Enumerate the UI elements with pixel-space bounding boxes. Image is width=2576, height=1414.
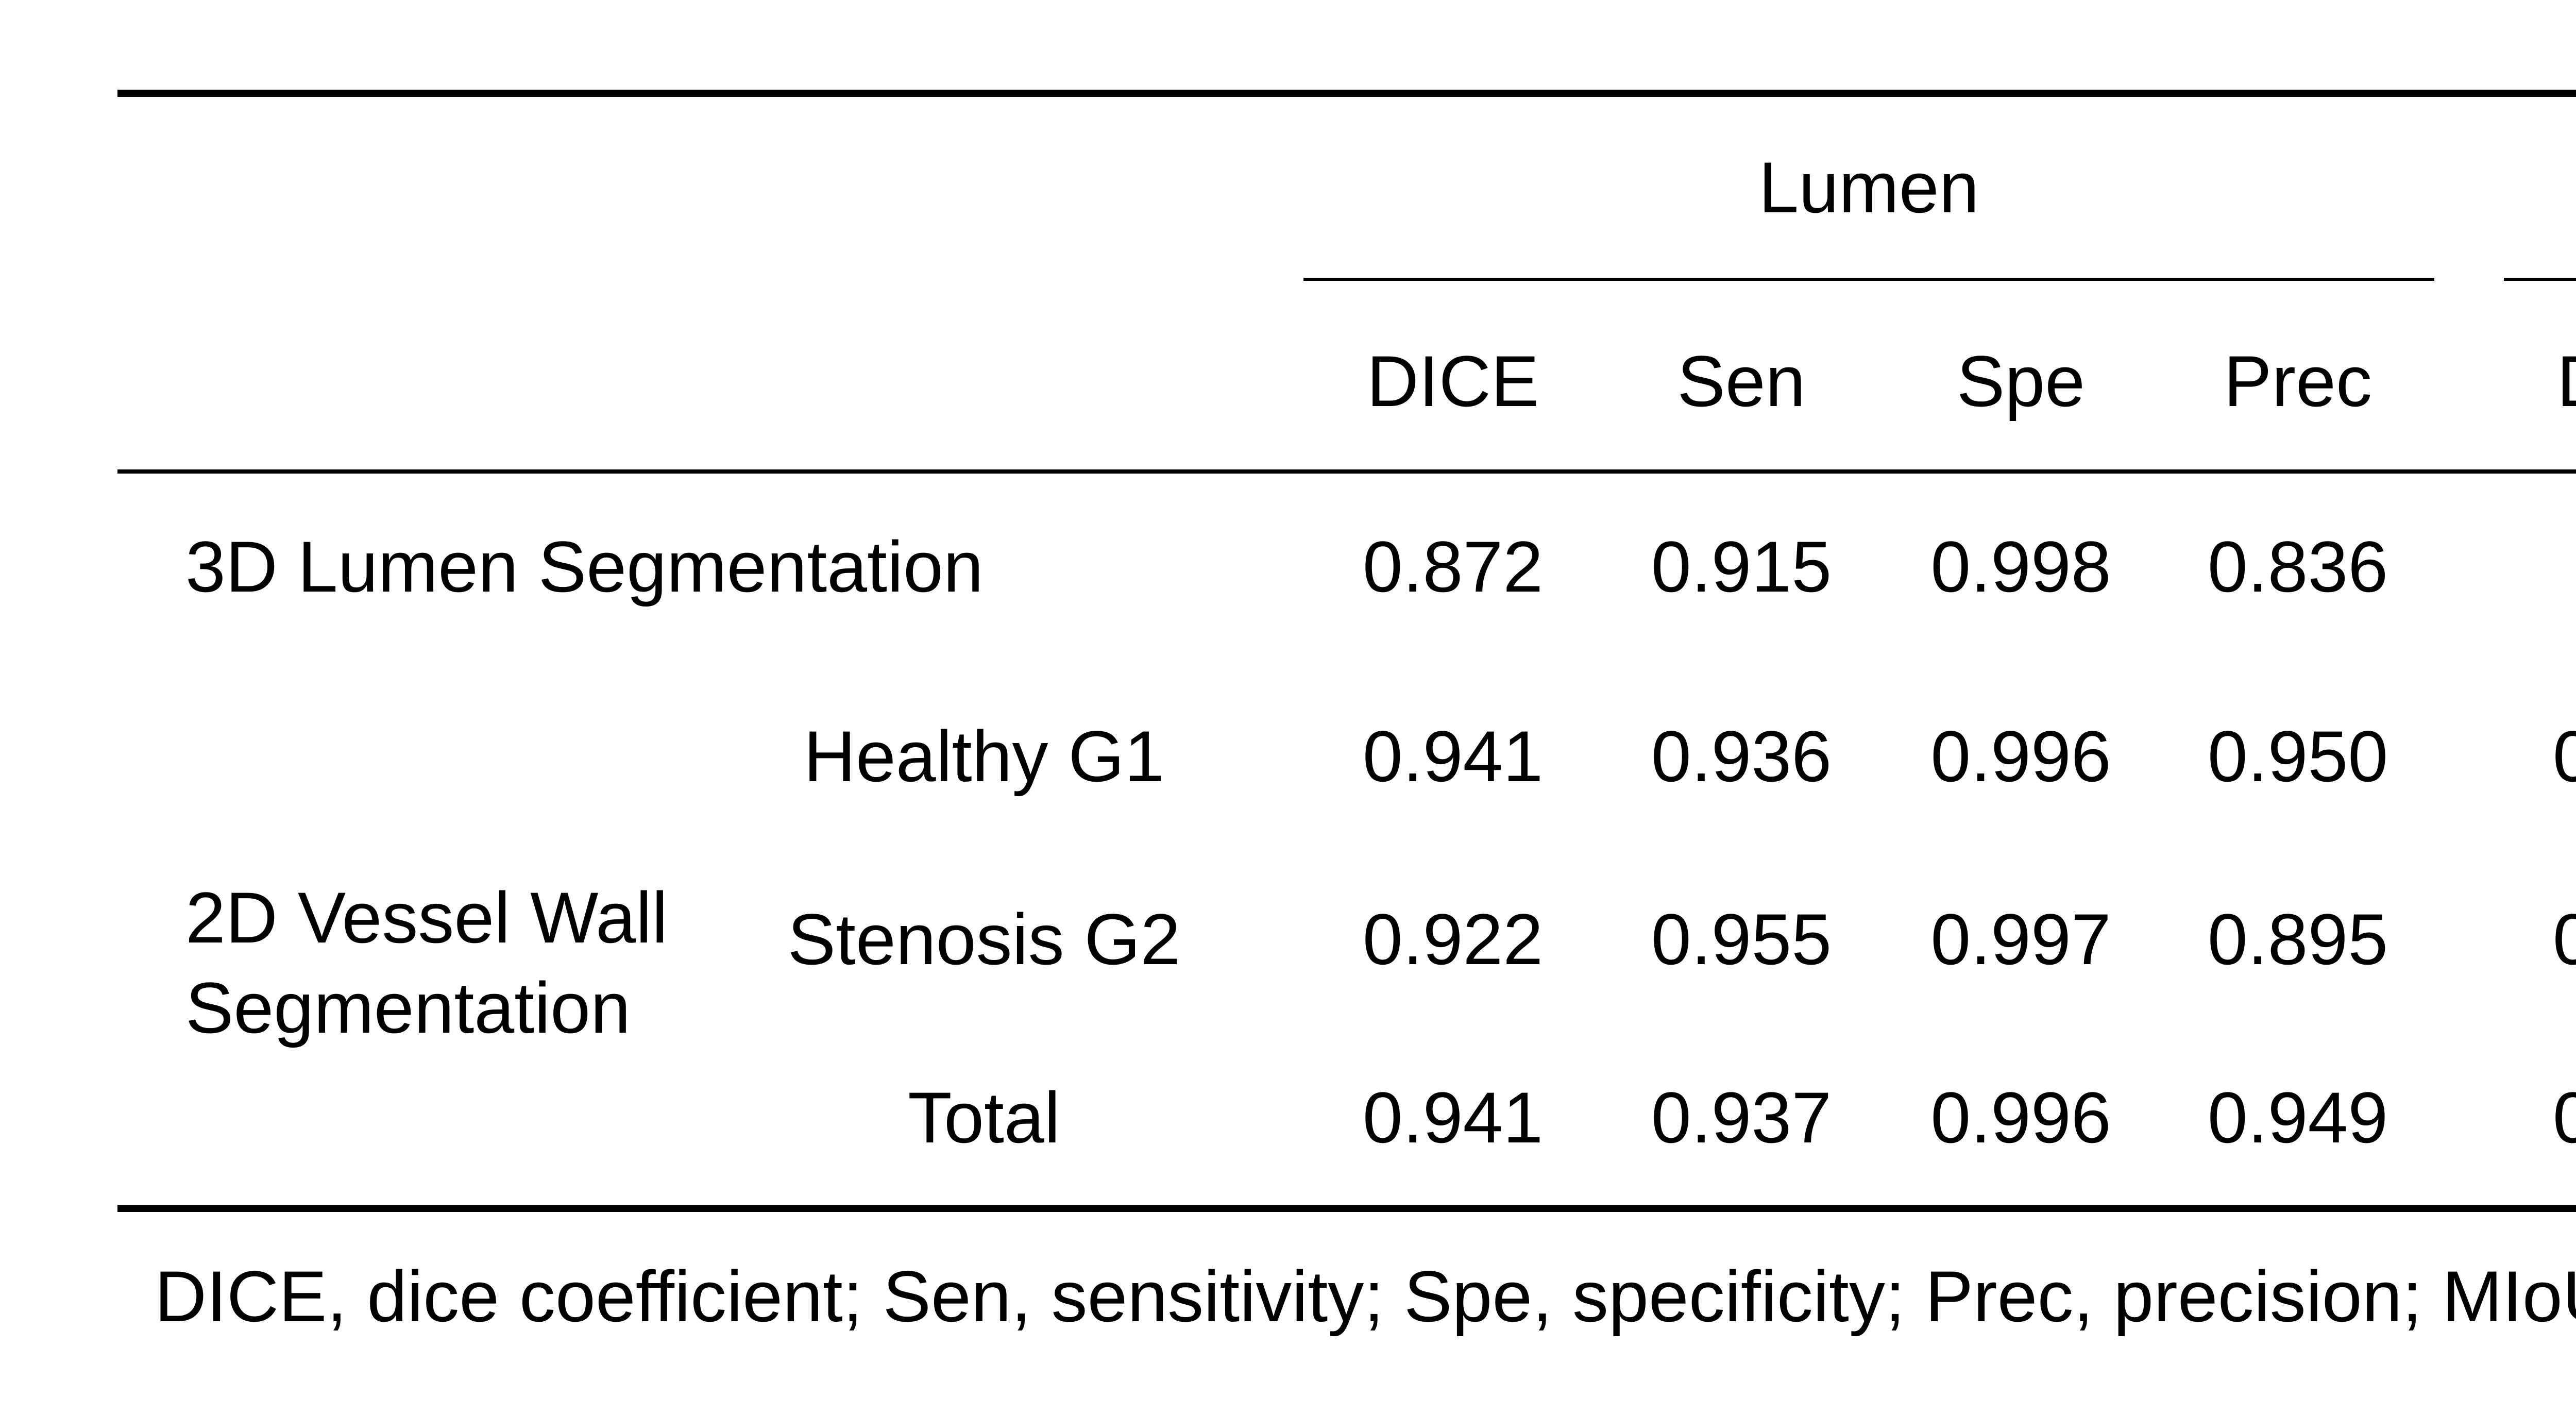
results-table: Lumen Vessel Wall MIoU DICE Sen Spe Prec… <box>117 97 2576 1205</box>
cell-stenosis-lumen-sen: 0.955 <box>1651 898 1832 980</box>
cell-healthy-lumen-sen: 0.936 <box>1651 715 1832 797</box>
column-header-lumen-dice: DICE <box>1366 340 1539 422</box>
column-group-header-lumen: Lumen <box>1303 97 2434 281</box>
cell-total-lumen-dice: 0.941 <box>1362 1076 1544 1158</box>
sub-label-healthy-g1: Healthy G1 <box>803 715 1165 797</box>
column-header-lumen-spe: Spe <box>1956 340 2086 422</box>
cell-total-lumen-sen: 0.937 <box>1651 1076 1832 1158</box>
sub-label-stenosis-g2: Stenosis G2 <box>787 898 1181 980</box>
cell-stenosis-lumen-prec: 0.895 <box>2207 898 2388 980</box>
cell-healthy-lumen-spe: 0.996 <box>1930 715 2111 797</box>
table-top-rule <box>117 90 2576 97</box>
row-label-3d-lumen-segmentation: 3D Lumen Segmentation <box>185 526 984 607</box>
cell-total-lumen-spe: 0.996 <box>1930 1076 2111 1158</box>
cell-healthy-lumen-prec: 0.950 <box>2207 715 2388 797</box>
header-separator-rule <box>117 469 2576 474</box>
cell-stenosis-lumen-spe: 0.997 <box>1930 898 2111 980</box>
column-header-lumen-sen: Sen <box>1677 340 1806 422</box>
cell-total-lumen-prec: 0.949 <box>2207 1076 2388 1158</box>
column-header-lumen-prec: Prec <box>2224 340 2372 422</box>
abbreviations-footnote: DICE, dice coefficient; Sen, sensitivity… <box>155 1256 2576 1337</box>
table-bottom-rule <box>117 1205 2576 1212</box>
cell-stenosis-lumen-dice: 0.922 <box>1362 898 1544 980</box>
cell-3d-lumen-spe: 0.998 <box>1930 526 2111 607</box>
cell-total-vw-dice: 0.894 <box>2552 1076 2576 1158</box>
cell-healthy-vw-dice: 0.894 <box>2552 715 2576 797</box>
cell-healthy-lumen-dice: 0.941 <box>1362 715 1544 797</box>
column-group-header-vessel-wall: Vessel Wall <box>2504 97 2576 281</box>
row-label-2d-vessel-wall-segmentation: 2D Vessel Wall Segmentation <box>117 664 1303 1205</box>
cell-3d-lumen-dice: 0.872 <box>1362 526 1544 607</box>
cell-3d-lumen-prec: 0.836 <box>2207 526 2388 607</box>
cell-3d-lumen-sen: 0.915 <box>1651 526 1832 607</box>
sub-label-total: Total <box>908 1076 1060 1158</box>
column-header-vw-dice: DICE <box>2504 281 2576 469</box>
cell-stenosis-vw-dice: 0.896 <box>2552 898 2576 980</box>
row-label-2d-vessel-wall-text: 2D Vessel Wall Segmentation <box>185 877 668 1048</box>
